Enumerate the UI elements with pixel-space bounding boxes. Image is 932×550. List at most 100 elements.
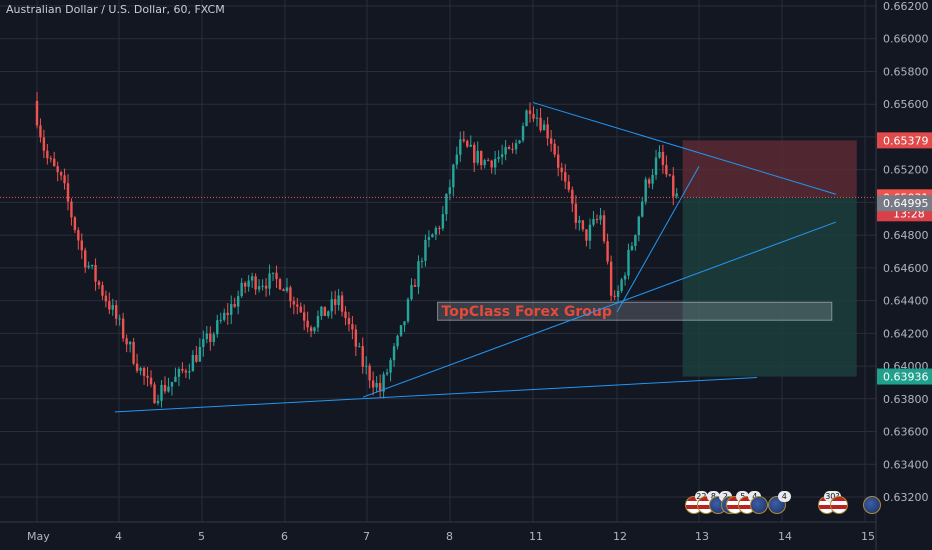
candle-body [104,295,108,302]
candle-body [306,320,309,328]
x-tick-label: 13 [695,530,709,543]
candle-body [94,265,97,282]
candle-body [333,299,337,305]
candle-body [97,281,101,286]
candle-body [507,147,511,149]
candle-body [647,179,651,184]
candle-body [66,183,70,202]
candle-body [101,285,104,296]
candle-body [466,140,469,147]
candle-body [413,285,417,287]
candle-body [668,174,672,176]
candle-body [243,282,247,287]
candle-body [285,287,289,292]
candle-body [77,230,80,241]
candle-body [438,227,441,229]
candle-body [296,304,299,307]
us-flag-icon[interactable] [829,496,848,514]
au-flag-icon[interactable]: 4 [767,491,791,514]
event-group[interactable] [863,495,882,515]
candle-body [53,158,56,167]
candle-body [658,152,661,158]
candle-body [455,154,459,165]
candle-body [49,158,52,160]
candle-body [595,218,599,220]
y-tick-label: 0.66000 [883,33,929,46]
stop-loss-zone [682,140,857,198]
price-tag-stop [877,132,932,149]
candle-body [340,295,344,312]
trendline-lower-support [114,377,758,413]
candle-body [672,175,675,197]
candle-body [254,276,257,290]
candle-body [644,179,647,202]
candle-body [63,175,66,184]
x-tick-label: 7 [363,530,370,543]
candle-body [202,339,205,347]
x-tick-label: 15 [861,530,875,543]
candle-body [431,234,434,238]
candle-body [56,166,59,173]
candle-body [627,249,630,276]
au-flag-icon[interactable] [863,496,882,514]
candle-body [606,241,609,262]
candle-body [486,160,490,162]
y-tick-label: 0.66200 [883,0,929,13]
candle-body [84,250,87,268]
y-tick-label: 0.65200 [883,164,929,177]
candle-body [549,138,553,144]
price-tag-target [877,368,932,385]
candle-body [149,377,153,385]
event-group[interactable]: 30? [817,491,848,515]
price-tag-label: 0.64995 [883,197,929,210]
candle-body [177,368,181,377]
candle-body [424,239,427,261]
candle-body [163,384,167,392]
candle-body [347,318,351,325]
candle-body [588,224,592,241]
candle-body [613,295,616,297]
candle-body [323,306,327,317]
candle-body [406,299,410,322]
candle-body [316,315,320,328]
candle-body [257,286,261,290]
event-group[interactable]: 54 [726,491,769,515]
candle-body [532,113,535,119]
price-tag-label: 0.65379 [883,134,929,147]
event-group[interactable]: 4 [767,491,791,515]
candle-body [459,139,462,155]
candle-body [392,346,396,361]
candle-body [521,125,525,141]
candle-body [535,117,539,119]
x-tick-label: 5 [198,530,205,543]
candle-body [132,341,135,364]
candle-body [368,365,371,381]
candle-body [661,152,665,165]
candle-body [539,117,542,131]
candle-body [174,376,177,382]
candle-body [410,285,413,300]
candle-body [337,295,340,305]
candle-body [170,381,174,387]
candle-body [39,125,42,138]
candle-body [560,167,563,173]
take-profit-zone [682,197,857,377]
candle-body [80,240,83,251]
y-tick-label: 0.63600 [883,426,929,439]
candle-body [167,386,170,392]
candle-body [261,285,264,287]
y-tick-label: 0.64800 [883,229,929,242]
candle-body [198,346,202,362]
candle-body [313,327,316,332]
candle-body [302,312,306,321]
candle-body [271,272,275,274]
candle-body [564,172,567,182]
candle-body [504,147,507,155]
candle-body [153,384,156,404]
candle-body [309,327,313,332]
y-tick-label: 0.63200 [883,491,929,504]
candle-body [434,227,438,235]
candle-body [139,367,142,371]
candle-body [330,299,333,312]
